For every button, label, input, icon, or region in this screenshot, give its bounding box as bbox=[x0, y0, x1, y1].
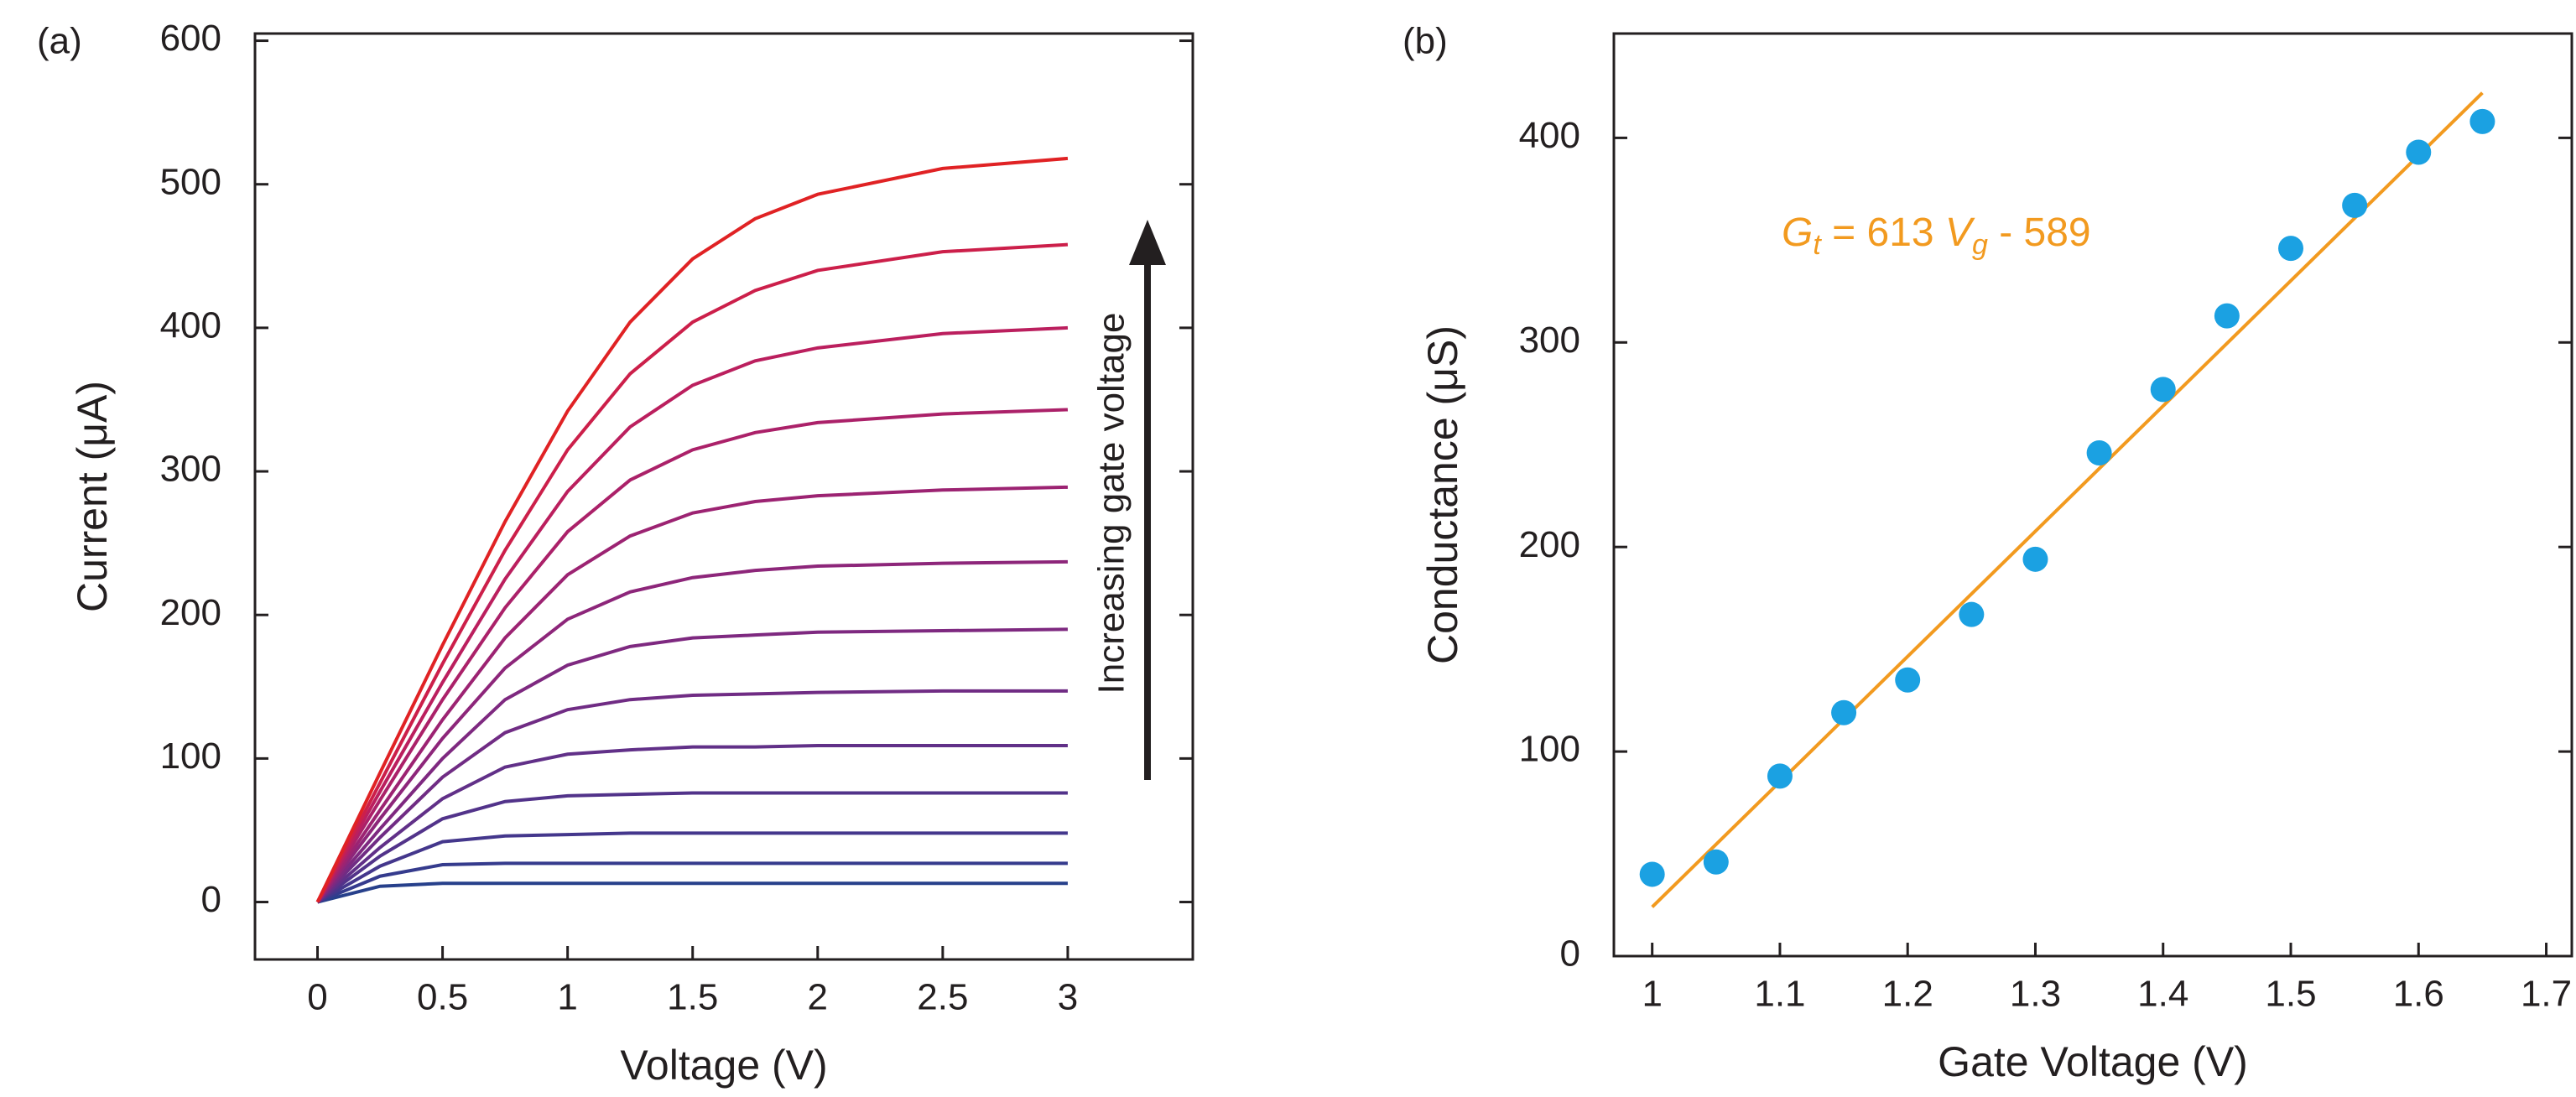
y-tick-label: 200 bbox=[1519, 524, 1580, 565]
x-axis-label: Gate Voltage (V) bbox=[1938, 1038, 2248, 1085]
y-tick-label: 100 bbox=[160, 736, 221, 777]
iv-curve bbox=[316, 627, 1068, 903]
equation-part: = 613 bbox=[1821, 211, 1945, 255]
y-tick-label: 0 bbox=[1560, 933, 1580, 975]
iv-curve bbox=[316, 791, 1068, 904]
x-tick-label: 1.2 bbox=[1882, 974, 1933, 1015]
annotation: Increasing gate voltage bbox=[1091, 313, 1132, 694]
iv-curve bbox=[315, 485, 1068, 903]
panel-label: (b) bbox=[1402, 21, 1448, 62]
data-point bbox=[2086, 440, 2112, 465]
y-tick-label: 600 bbox=[160, 18, 221, 59]
y-tick-label: 100 bbox=[1519, 729, 1580, 770]
panel-label: (a) bbox=[37, 21, 82, 62]
y-tick-label: 300 bbox=[1519, 320, 1580, 361]
equation-part: G bbox=[1782, 211, 1813, 255]
iv-curve bbox=[315, 325, 1069, 903]
equation-part: - 589 bbox=[1988, 211, 2091, 255]
data-point bbox=[1767, 763, 1793, 789]
x-tick-label: 3 bbox=[1058, 977, 1078, 1018]
iv-curve bbox=[316, 743, 1068, 904]
data-point bbox=[2469, 108, 2495, 134]
x-tick-label: 1.3 bbox=[2010, 974, 2061, 1015]
x-tick-label: 2 bbox=[808, 977, 828, 1018]
equation-part: V bbox=[1945, 211, 1975, 255]
x-tick-label: 1.5 bbox=[2265, 974, 2316, 1015]
x-tick-label: 0 bbox=[307, 977, 327, 1018]
iv-curve bbox=[316, 831, 1068, 904]
iv-curve bbox=[315, 408, 1068, 903]
data-point bbox=[2278, 236, 2304, 262]
x-tick-label: 2.5 bbox=[917, 977, 968, 1018]
arrow-head bbox=[1129, 220, 1166, 265]
plot-frame bbox=[1612, 32, 2573, 958]
data-point bbox=[2150, 377, 2176, 403]
iv-curve bbox=[315, 242, 1069, 903]
y-tick-label: 0 bbox=[201, 879, 221, 920]
x-tick-label: 1.7 bbox=[2521, 974, 2572, 1015]
data-point bbox=[2342, 192, 2368, 218]
x-axis-label: Voltage (V) bbox=[620, 1042, 827, 1089]
x-tick-label: 1 bbox=[1642, 974, 1662, 1015]
data-point bbox=[2022, 546, 2048, 572]
x-tick-label: 0.5 bbox=[417, 977, 468, 1018]
data-point bbox=[2406, 139, 2432, 165]
iv-curve bbox=[317, 881, 1068, 904]
iv-curve bbox=[316, 689, 1068, 903]
plot-frame bbox=[253, 32, 1194, 961]
data-point bbox=[1639, 861, 1665, 887]
iv-curve bbox=[316, 861, 1068, 904]
fit-equation: Gt = 613 Vg - 589 bbox=[1782, 211, 2091, 261]
data-point bbox=[1703, 849, 1729, 875]
x-tick-label: 1.4 bbox=[2137, 974, 2188, 1015]
x-tick-label: 1.5 bbox=[667, 977, 718, 1018]
data-point bbox=[1831, 699, 1857, 725]
iv-curve bbox=[315, 559, 1068, 903]
y-tick-label: 200 bbox=[160, 592, 221, 633]
y-tick-label: 300 bbox=[160, 449, 221, 490]
data-point bbox=[1895, 667, 1921, 693]
x-tick-label: 1.6 bbox=[2393, 974, 2444, 1015]
equation-part: g bbox=[1972, 229, 1988, 261]
y-tick-label: 400 bbox=[1519, 115, 1580, 156]
y-axis-label: Current (μA) bbox=[69, 381, 116, 612]
iv-curve bbox=[315, 156, 1069, 903]
y-axis-label: Conductance (μS) bbox=[1419, 325, 1466, 664]
y-tick-label: 500 bbox=[160, 161, 221, 202]
x-tick-label: 1 bbox=[557, 977, 577, 1018]
y-tick-label: 400 bbox=[160, 305, 221, 346]
x-tick-label: 1.1 bbox=[1754, 974, 1805, 1015]
data-point bbox=[1959, 601, 1985, 627]
equation-part: t bbox=[1813, 229, 1822, 261]
data-point bbox=[2214, 303, 2240, 329]
